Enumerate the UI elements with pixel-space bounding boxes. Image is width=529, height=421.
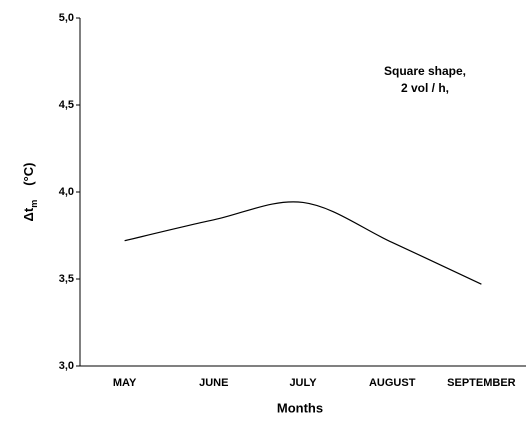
y-axis-title: Δtm (°C) — [21, 163, 39, 222]
annotation: 2 vol / h, — [401, 81, 449, 95]
y-axis-symbol: Δt — [21, 207, 36, 221]
y-tick-label: 5,0 — [59, 12, 74, 24]
annotation: Square shape, — [384, 64, 466, 78]
x-axis-title: Months — [277, 400, 323, 415]
x-tick-label: JULY — [289, 377, 317, 389]
y-axis-subscript: m — [29, 200, 39, 208]
y-tick-label: 3,5 — [59, 273, 74, 285]
y-axis-unit: (°C) — [21, 163, 36, 186]
x-tick-label: MAY — [113, 377, 137, 389]
x-tick-label: SEPTEMBER — [447, 377, 516, 389]
x-tick-label: JUNE — [199, 377, 228, 389]
line — [124, 201, 482, 285]
y-tick-label: 4,5 — [59, 99, 74, 111]
x-tick-label: AUGUST — [369, 377, 416, 389]
y-tick-label: 4,0 — [59, 186, 74, 198]
y-tick-label: 3,0 — [59, 360, 74, 372]
